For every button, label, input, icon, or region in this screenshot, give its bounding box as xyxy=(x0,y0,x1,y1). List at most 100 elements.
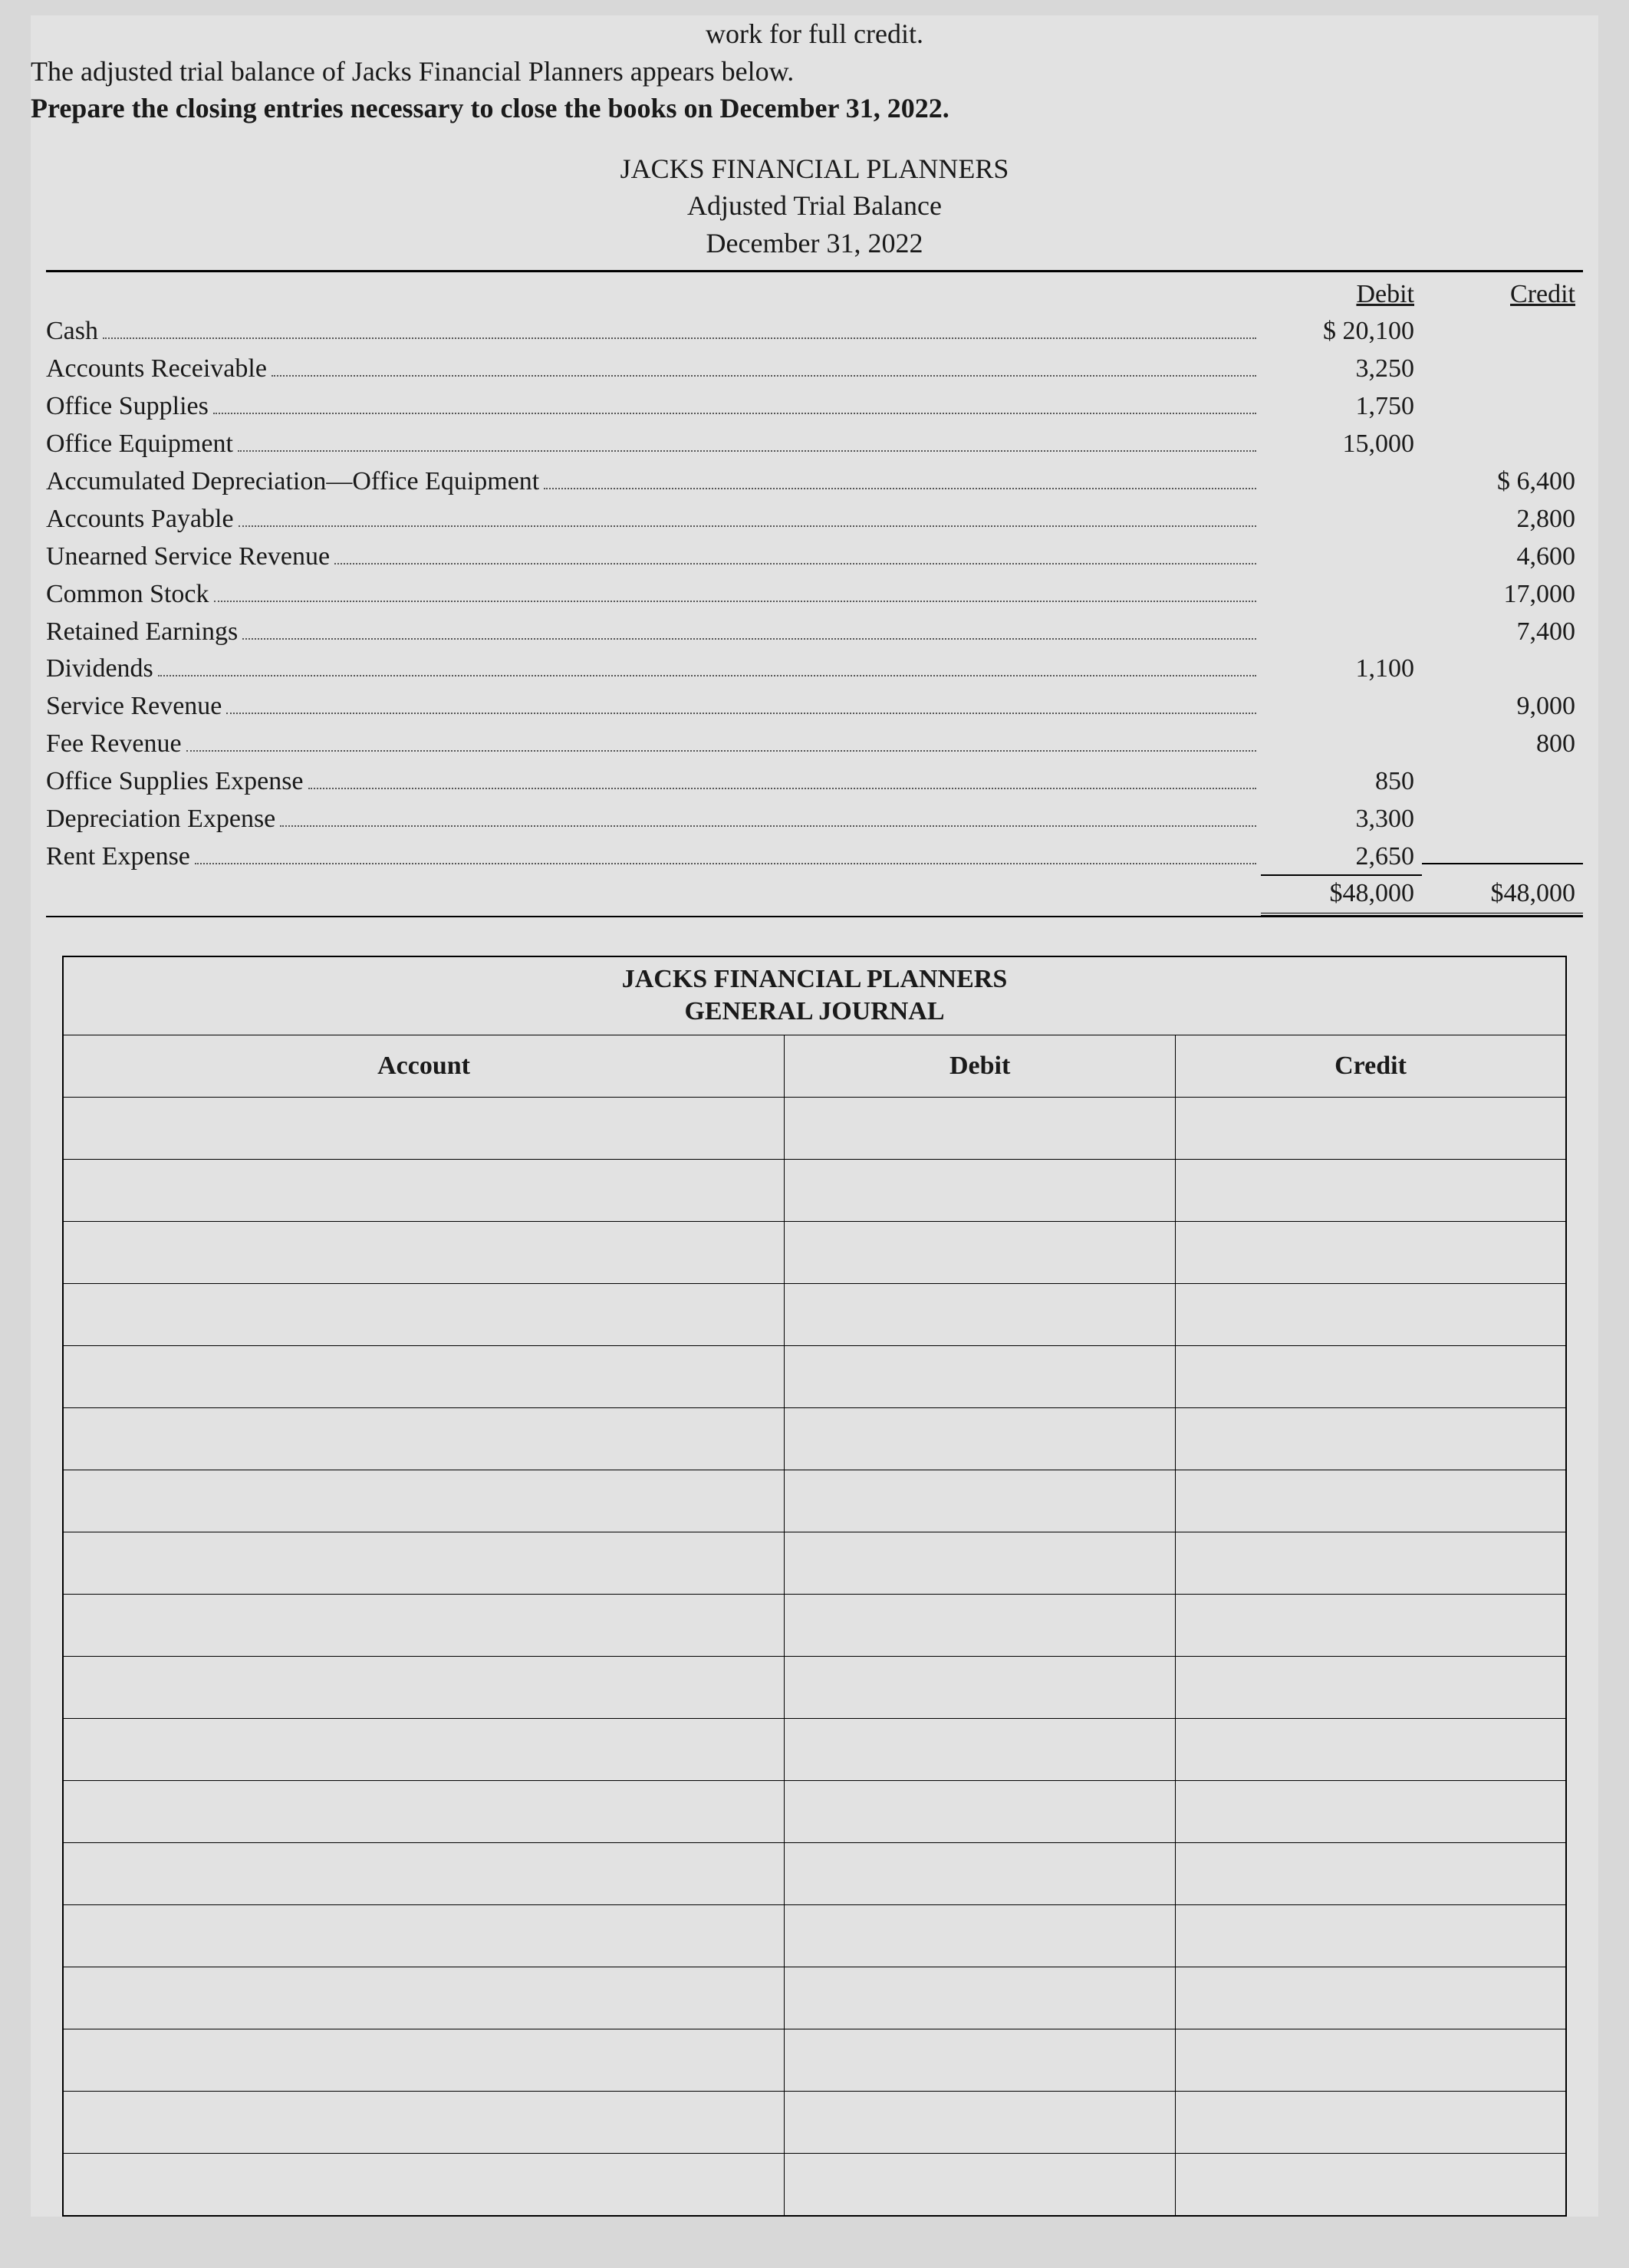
account-name: Unearned Service Revenue xyxy=(46,539,330,574)
journal-cell-credit[interactable] xyxy=(1175,1283,1566,1345)
journal-row[interactable] xyxy=(63,1470,1566,1532)
journal-row[interactable] xyxy=(63,1345,1566,1407)
credit-amount: 2,800 xyxy=(1422,502,1583,537)
journal-row[interactable] xyxy=(63,1283,1566,1345)
journal-cell-debit[interactable] xyxy=(785,2091,1176,2153)
journal-row[interactable] xyxy=(63,1718,1566,1780)
credit-amount: 7,400 xyxy=(1422,614,1583,650)
journal-cell-account[interactable] xyxy=(63,1842,785,1904)
leader-dots xyxy=(308,762,1256,789)
journal-cell-account[interactable] xyxy=(63,1967,785,2029)
journal-row[interactable] xyxy=(63,1967,1566,2029)
journal-cell-account[interactable] xyxy=(63,1097,785,1159)
journal-cell-debit[interactable] xyxy=(785,1470,1176,1532)
journal-cell-account[interactable] xyxy=(63,1221,785,1283)
journal-row[interactable] xyxy=(63,1221,1566,1283)
journal-cell-credit[interactable] xyxy=(1175,1345,1566,1407)
journal-cell-debit[interactable] xyxy=(785,1904,1176,1967)
journal-cell-credit[interactable] xyxy=(1175,1470,1566,1532)
journal-cell-account[interactable] xyxy=(63,1470,785,1532)
journal-cell-debit[interactable] xyxy=(785,1345,1176,1407)
journal-cell-credit[interactable] xyxy=(1175,1967,1566,2029)
trial-balance-table: Debit Credit Cash$ 20,100Accounts Receiv… xyxy=(46,270,1583,917)
journal-cell-debit[interactable] xyxy=(785,1097,1176,1159)
journal-row[interactable] xyxy=(63,2153,1566,2216)
journal-cell-debit[interactable] xyxy=(785,1656,1176,1718)
journal-cell-credit[interactable] xyxy=(1175,1159,1566,1221)
journal-row[interactable] xyxy=(63,1097,1566,1159)
credit-amount: $ 6,400 xyxy=(1422,464,1583,499)
journal-cell-credit[interactable] xyxy=(1175,2029,1566,2091)
instruction-line2: Prepare the closing entries necessary to… xyxy=(31,90,1598,127)
journal-row[interactable] xyxy=(63,1407,1566,1470)
journal-row[interactable] xyxy=(63,1780,1566,1842)
debit-amount: 850 xyxy=(1261,764,1422,799)
journal-cell-debit[interactable] xyxy=(785,1283,1176,1345)
journal-cell-account[interactable] xyxy=(63,2153,785,2216)
journal-cell-account[interactable] xyxy=(63,1407,785,1470)
trial-balance-row: Accounts Payable2,800 xyxy=(46,499,1583,537)
journal-cell-credit[interactable] xyxy=(1175,2091,1566,2153)
journal-cell-account[interactable] xyxy=(63,1159,785,1221)
journal-cell-account[interactable] xyxy=(63,1718,785,1780)
leader-dots xyxy=(214,574,1256,602)
journal-cell-account[interactable] xyxy=(63,1345,785,1407)
journal-col-debit: Debit xyxy=(785,1035,1176,1097)
journal-cell-credit[interactable] xyxy=(1175,1097,1566,1159)
account-name: Depreciation Expense xyxy=(46,802,275,837)
journal-col-credit: Credit xyxy=(1175,1035,1566,1097)
trial-balance-row: Depreciation Expense 3,300 xyxy=(46,799,1583,837)
journal-cell-credit[interactable] xyxy=(1175,1407,1566,1470)
journal-cell-account[interactable] xyxy=(63,1283,785,1345)
journal-cell-credit[interactable] xyxy=(1175,1842,1566,1904)
trial-balance-row: Retained Earnings7,400 xyxy=(46,612,1583,650)
leader-dots xyxy=(242,612,1256,640)
leader-dots xyxy=(239,499,1256,527)
journal-cell-debit[interactable] xyxy=(785,1532,1176,1594)
journal-cell-debit[interactable] xyxy=(785,1967,1176,2029)
account-name: Office Supplies Expense xyxy=(46,764,304,799)
journal-cell-account[interactable] xyxy=(63,1532,785,1594)
journal-row[interactable] xyxy=(63,1159,1566,1221)
instructions-block: work for full credit. The adjusted trial… xyxy=(31,15,1598,127)
trial-balance-row: Service Revenue9,000 xyxy=(46,686,1583,724)
journal-cell-credit[interactable] xyxy=(1175,1904,1566,1967)
journal-cell-credit[interactable] xyxy=(1175,1656,1566,1718)
journal-cell-credit[interactable] xyxy=(1175,1718,1566,1780)
journal-cell-credit[interactable] xyxy=(1175,1594,1566,1656)
journal-cell-credit[interactable] xyxy=(1175,1532,1566,1594)
journal-cell-debit[interactable] xyxy=(785,2153,1176,2216)
journal-cell-credit[interactable] xyxy=(1175,2153,1566,2216)
journal-cell-account[interactable] xyxy=(63,2029,785,2091)
journal-row[interactable] xyxy=(63,2029,1566,2091)
journal-row[interactable] xyxy=(63,1532,1566,1594)
leader-dots xyxy=(226,686,1256,714)
journal-cell-account[interactable] xyxy=(63,1594,785,1656)
journal-row[interactable] xyxy=(63,1656,1566,1718)
journal-row[interactable] xyxy=(63,2091,1566,2153)
journal-cell-account[interactable] xyxy=(63,2091,785,2153)
journal-row[interactable] xyxy=(63,1904,1566,1967)
journal-cell-credit[interactable] xyxy=(1175,1780,1566,1842)
account-name: Fee Revenue xyxy=(46,726,182,762)
journal-cell-debit[interactable] xyxy=(785,2029,1176,2091)
debit-amount: 3,300 xyxy=(1261,802,1422,837)
journal-row[interactable] xyxy=(63,1842,1566,1904)
debit-amount: $ 20,100 xyxy=(1261,314,1422,349)
journal-cell-account[interactable] xyxy=(63,1904,785,1967)
journal-cell-account[interactable] xyxy=(63,1780,785,1842)
journal-cell-debit[interactable] xyxy=(785,1718,1176,1780)
journal-cell-debit[interactable] xyxy=(785,1221,1176,1283)
journal-cell-debit[interactable] xyxy=(785,1407,1176,1470)
journal-cell-debit[interactable] xyxy=(785,1780,1176,1842)
debit-amount: 2,650 xyxy=(1261,839,1422,876)
journal-cell-debit[interactable] xyxy=(785,1842,1176,1904)
leader-dots xyxy=(280,799,1256,827)
journal-row[interactable] xyxy=(63,1594,1566,1656)
journal-cell-debit[interactable] xyxy=(785,1159,1176,1221)
journal-cell-credit[interactable] xyxy=(1175,1221,1566,1283)
journal-title: JACKS FINANCIAL PLANNERS GENERAL JOURNAL xyxy=(63,956,1566,1035)
journal-cell-debit[interactable] xyxy=(785,1594,1176,1656)
journal-header-row: Account Debit Credit xyxy=(63,1035,1566,1097)
journal-cell-account[interactable] xyxy=(63,1656,785,1718)
